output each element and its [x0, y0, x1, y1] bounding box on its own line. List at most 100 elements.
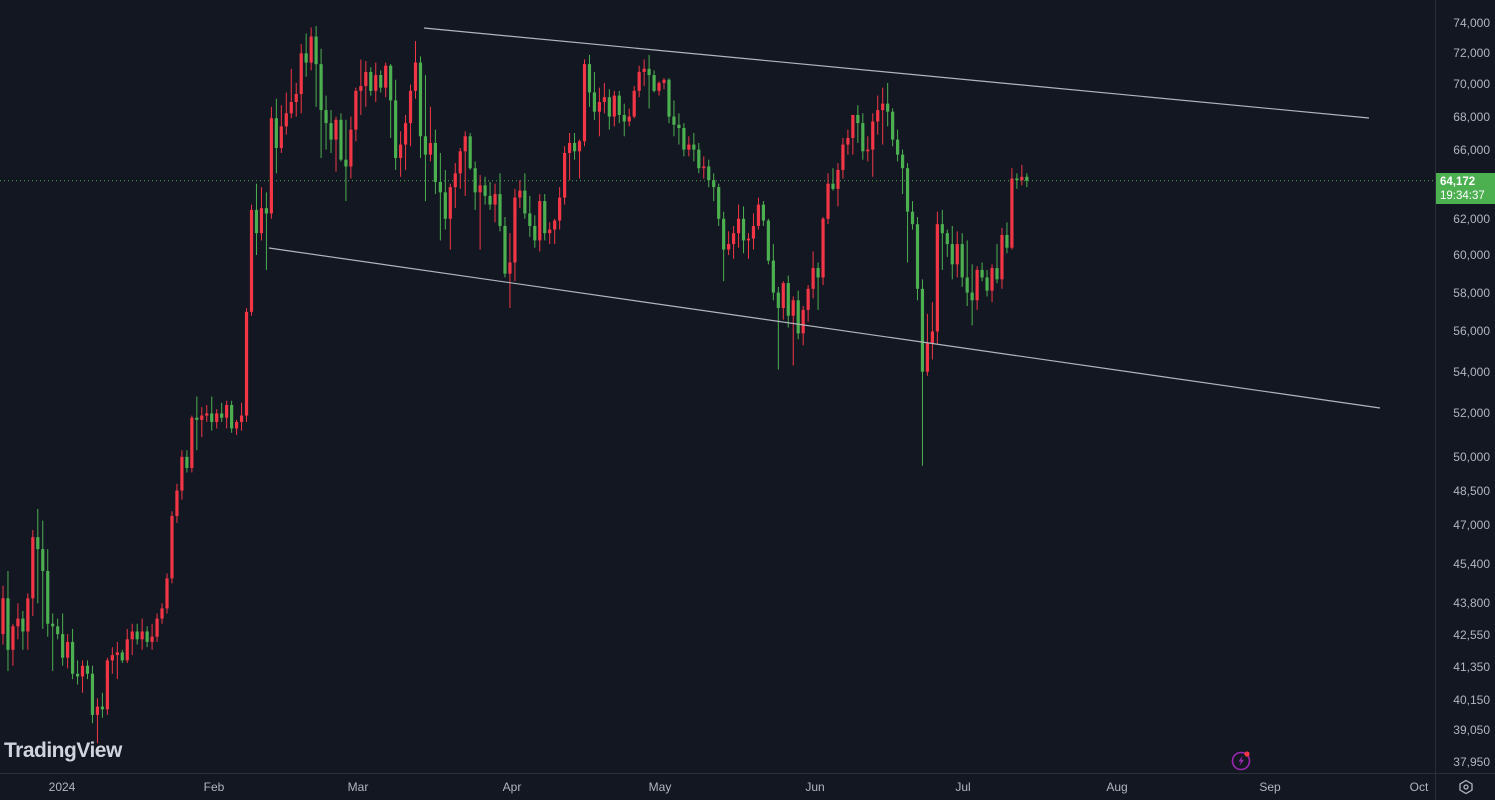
candle	[36, 537, 40, 550]
channel-lower-trendline[interactable]	[268, 247, 1381, 409]
candle	[130, 631, 134, 640]
time-label: Mar	[347, 780, 369, 794]
candle	[483, 185, 487, 196]
candle	[617, 95, 621, 115]
candle	[46, 570, 50, 624]
candle	[180, 456, 184, 491]
candle	[970, 292, 974, 301]
candle	[289, 102, 293, 114]
price-tick: 74,000	[1453, 16, 1490, 30]
candle	[528, 213, 532, 226]
candle	[826, 183, 830, 219]
candle	[498, 194, 502, 226]
candle	[811, 268, 815, 289]
candle	[210, 413, 214, 422]
candle	[985, 277, 989, 291]
candle	[741, 218, 746, 241]
candle	[627, 116, 631, 122]
candle	[712, 180, 716, 188]
candle	[259, 208, 264, 234]
candle	[920, 288, 925, 372]
chart-settings-button[interactable]	[1435, 773, 1495, 800]
candle	[374, 75, 378, 91]
candle	[254, 209, 259, 234]
candle	[215, 413, 219, 422]
channel-upper-trendline[interactable]	[423, 27, 1370, 119]
candle	[354, 90, 358, 130]
time-label: Aug	[1106, 780, 1128, 794]
candle	[727, 244, 731, 250]
price-tick: 68,000	[1453, 109, 1490, 124]
candle	[647, 68, 651, 76]
price-tick: 48,500	[1453, 483, 1490, 498]
candle	[657, 82, 661, 91]
candle	[249, 209, 254, 312]
candle	[1010, 178, 1014, 248]
candle	[915, 224, 920, 289]
last-price-badge: 64,172 19:34:37	[1436, 172, 1495, 204]
candles	[1, 25, 1029, 744]
candle	[886, 103, 890, 112]
candle	[418, 62, 423, 137]
time-axis[interactable]: 2024 Feb Mar Apr May Jun Jul Aug Sep Oct	[0, 773, 1435, 800]
candle	[160, 608, 164, 619]
candle	[687, 144, 691, 150]
candle	[200, 415, 204, 420]
candle	[518, 190, 522, 198]
lightning-alert-button[interactable]	[1230, 749, 1252, 771]
time-label: Feb	[203, 780, 225, 794]
candle	[796, 300, 800, 334]
price-tick: 43,800	[1453, 596, 1490, 611]
candle	[965, 277, 969, 293]
candle	[577, 141, 582, 152]
candle	[51, 623, 55, 627]
candle	[230, 404, 234, 429]
candle	[523, 190, 527, 214]
candle	[637, 71, 641, 91]
candle	[751, 225, 756, 239]
candle	[876, 110, 880, 122]
candle	[6, 598, 10, 650]
candle	[339, 119, 343, 160]
candle	[394, 100, 398, 159]
candle	[264, 208, 269, 214]
candle	[702, 166, 706, 169]
candle	[930, 331, 934, 344]
candle	[841, 144, 845, 170]
candle	[304, 53, 308, 63]
candle	[135, 631, 139, 640]
candle	[632, 90, 636, 117]
candle	[980, 269, 984, 278]
candle	[493, 194, 497, 205]
candle	[950, 244, 954, 265]
candle	[205, 413, 209, 416]
candle	[572, 142, 577, 152]
candle	[125, 639, 129, 661]
price-chart-plot[interactable]	[0, 0, 1435, 773]
candle	[314, 36, 318, 65]
candle	[756, 204, 761, 226]
candle	[891, 111, 895, 140]
tradingview-logo[interactable]: TradingView	[4, 739, 122, 762]
settings-hexagon-icon	[1459, 779, 1473, 795]
candle	[359, 86, 363, 91]
price-axis[interactable]: 74,000 72,000 70,000 68,000 66,000 62,000 60,0…	[1435, 0, 1495, 773]
candle	[16, 618, 20, 627]
candle	[677, 124, 681, 129]
candle	[881, 103, 885, 111]
candle	[910, 211, 915, 225]
candle	[120, 652, 124, 661]
candle	[85, 665, 90, 674]
candle	[145, 631, 149, 642]
time-label: 2024	[48, 780, 76, 794]
candle	[26, 598, 30, 632]
candle	[781, 283, 785, 308]
candle	[776, 292, 780, 308]
candle	[806, 288, 810, 310]
candle	[1025, 176, 1029, 181]
candle	[468, 136, 472, 169]
candle	[722, 218, 726, 250]
candle	[667, 79, 671, 117]
candle	[821, 218, 825, 278]
